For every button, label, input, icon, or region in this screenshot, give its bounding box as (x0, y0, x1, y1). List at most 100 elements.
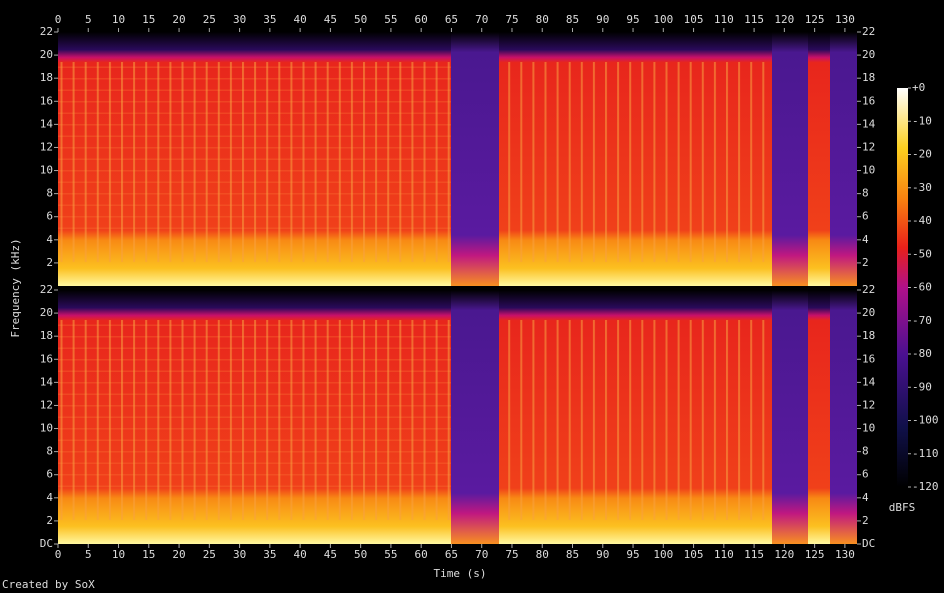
x-tick-label: 130 (835, 13, 855, 26)
footer: Created by SoX (2, 578, 95, 591)
x-tick-label: 85 (566, 548, 579, 561)
colorbar-tick-label: -50 (912, 247, 932, 260)
y-tick-label: 12 (40, 140, 53, 153)
y-tick-label: 18 (40, 329, 53, 342)
y-tick-label: 18 (862, 71, 875, 84)
x-tick-label: 75 (505, 548, 518, 561)
x-tick-label: 95 (626, 548, 639, 561)
x-tick-label: 65 (445, 13, 458, 26)
x-tick-label: 65 (445, 548, 458, 561)
y-tick-label: 10 (40, 164, 53, 177)
colorbar-tick-label: -80 (912, 347, 932, 360)
y-tick-label: 14 (40, 117, 54, 130)
x-tick-label: 45 (324, 548, 337, 561)
y-tick-label: 8 (862, 187, 869, 200)
x-tick-label: 90 (596, 548, 609, 561)
x-tick-label: 80 (536, 13, 549, 26)
y-tick-label: 20 (40, 306, 53, 319)
y-tick-label: DC (862, 537, 875, 550)
colorbar-label: dBFS (889, 501, 916, 514)
y-tick-label: 12 (862, 140, 875, 153)
x-tick-label: 0 (55, 548, 62, 561)
y-tick-label: 14 (862, 375, 876, 388)
y-tick-label: 22 (40, 283, 53, 296)
y-tick-label: 2 (46, 514, 53, 527)
y-tick-label: 6 (46, 210, 53, 223)
x-tick-label: 75 (505, 13, 518, 26)
colorbar-tick-label: -40 (912, 214, 932, 227)
x-tick-label: 25 (203, 548, 216, 561)
colorbar-tick-label: -100 (912, 414, 939, 427)
y-tick-label: 8 (862, 445, 869, 458)
y-tick-label: 10 (862, 164, 875, 177)
y-tick-label: 18 (862, 329, 875, 342)
y-tick-label: 16 (40, 352, 53, 365)
y-tick-label: 6 (862, 210, 869, 223)
x-tick-label: 115 (744, 548, 764, 561)
x-tick-label: 115 (744, 13, 764, 26)
y-tick-label: 14 (40, 375, 54, 388)
y-tick-label: 4 (46, 491, 53, 504)
y-tick-label: 4 (46, 233, 53, 246)
x-tick-label: 20 (172, 548, 185, 561)
y-tick-label: 22 (40, 25, 53, 38)
y-tick-label: 16 (40, 94, 53, 107)
x-tick-label: 10 (112, 13, 125, 26)
colorbar-tick-label: -20 (912, 148, 932, 161)
y-tick-label: 22 (862, 283, 875, 296)
y-tick-label: 18 (40, 71, 53, 84)
x-tick-label: 0 (55, 13, 62, 26)
colorbar-tick-label: -70 (912, 314, 932, 327)
y-tick-label: 10 (40, 422, 53, 435)
x-tick-label: 5 (85, 548, 92, 561)
x-tick-label: 80 (536, 548, 549, 561)
x-tick-label: 95 (626, 13, 639, 26)
y-tick-label: 4 (862, 233, 869, 246)
x-tick-label: 50 (354, 548, 367, 561)
x-tick-label: 120 (774, 13, 794, 26)
x-tick-label: 130 (835, 548, 855, 561)
x-tick-label: 125 (805, 13, 825, 26)
x-tick-label: 15 (142, 548, 155, 561)
x-tick-label: 70 (475, 548, 488, 561)
y-tick-label: 2 (862, 256, 869, 269)
x-tick-label: 90 (596, 13, 609, 26)
x-tick-label: 70 (475, 13, 488, 26)
y-tick-label: 8 (46, 445, 53, 458)
x-tick-label: 25 (203, 13, 216, 26)
x-tick-label: 110 (714, 548, 734, 561)
x-axis-label: Time (s) (434, 567, 487, 580)
colorbar-tick-label: -120 (912, 480, 939, 493)
spectrogram-top (58, 32, 857, 286)
x-tick-label: 60 (415, 13, 428, 26)
x-tick-label: 35 (263, 13, 276, 26)
x-tick-label: 10 (112, 548, 125, 561)
y-tick-label: 12 (40, 398, 53, 411)
y-tick-label: 12 (862, 398, 875, 411)
y-tick-label: 10 (862, 422, 875, 435)
colorbar-tick-label: -110 (912, 447, 939, 460)
x-tick-label: 15 (142, 13, 155, 26)
x-tick-label: 100 (653, 13, 673, 26)
spectrogram-bottom (58, 290, 857, 544)
y-tick-label: 2 (862, 514, 869, 527)
x-tick-label: 85 (566, 13, 579, 26)
y-tick-label: 16 (862, 94, 875, 107)
colorbar (897, 88, 908, 487)
x-tick-label: 55 (384, 548, 397, 561)
y-tick-label: 16 (862, 352, 875, 365)
colorbar-tick-label: -90 (912, 380, 932, 393)
x-tick-label: 105 (684, 548, 704, 561)
y-tick-label: 20 (862, 306, 875, 319)
colorbar-tick-label: +0 (912, 81, 925, 94)
y-tick-label: 14 (862, 117, 876, 130)
x-tick-label: 55 (384, 13, 397, 26)
x-tick-label: 40 (293, 548, 306, 561)
x-tick-label: 45 (324, 13, 337, 26)
y-tick-label: 4 (862, 491, 869, 504)
x-tick-label: 30 (233, 13, 246, 26)
x-tick-label: 120 (774, 548, 794, 561)
x-tick-label: 20 (172, 13, 185, 26)
y-axis-label: Frequency (kHz) (9, 238, 22, 337)
